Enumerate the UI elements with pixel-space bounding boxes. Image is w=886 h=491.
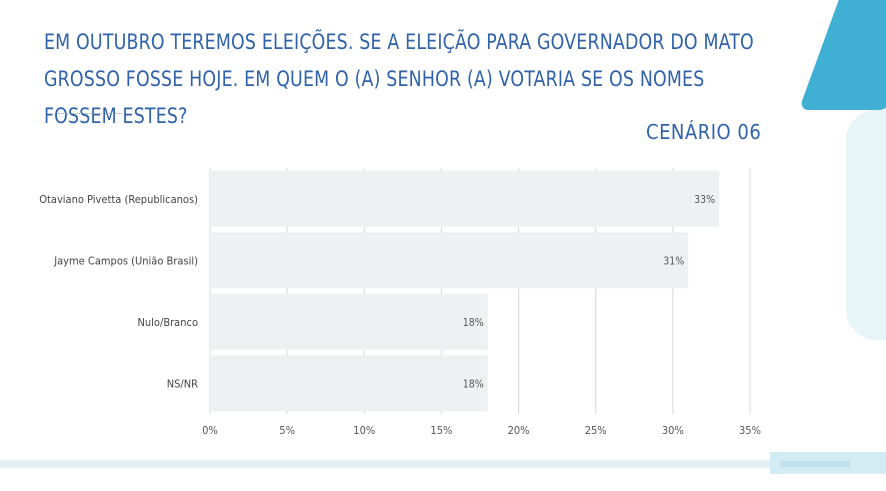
bar [210, 232, 689, 289]
data-label: 18% [463, 317, 484, 329]
x-tick-label: 25% [585, 424, 607, 437]
bar [210, 170, 720, 227]
x-tick-label: 35% [739, 424, 761, 437]
x-tick-label: 10% [353, 424, 375, 437]
category-label: Otaviano Pivetta (Republicanos) [39, 193, 198, 206]
x-tick-label: 15% [430, 424, 452, 437]
footer-band [0, 460, 886, 468]
category-label: Nulo/Branco [138, 316, 199, 329]
x-tick-label: 0% [202, 424, 218, 437]
bar [210, 293, 488, 350]
x-tick-label: 30% [662, 424, 684, 437]
category-label: Jayme Campos (União Brasil) [53, 254, 198, 267]
decorative-shape-side [846, 110, 886, 340]
x-tick-label: 20% [508, 424, 530, 437]
title-underline [58, 113, 122, 114]
bar [210, 355, 488, 412]
category-label: NS/NR [167, 377, 198, 390]
data-label: 33% [694, 194, 715, 206]
x-tick-label: 5% [279, 424, 295, 437]
data-label: 31% [663, 255, 684, 267]
question-title: EM OUTUBRO TEREMOS ELEIÇÕES. SE A ELEIÇÃ… [44, 30, 754, 128]
data-label: 18% [463, 378, 484, 390]
footer-band-accent-inner [780, 461, 850, 467]
scenario-label: CENÁRIO 06 [646, 120, 762, 144]
